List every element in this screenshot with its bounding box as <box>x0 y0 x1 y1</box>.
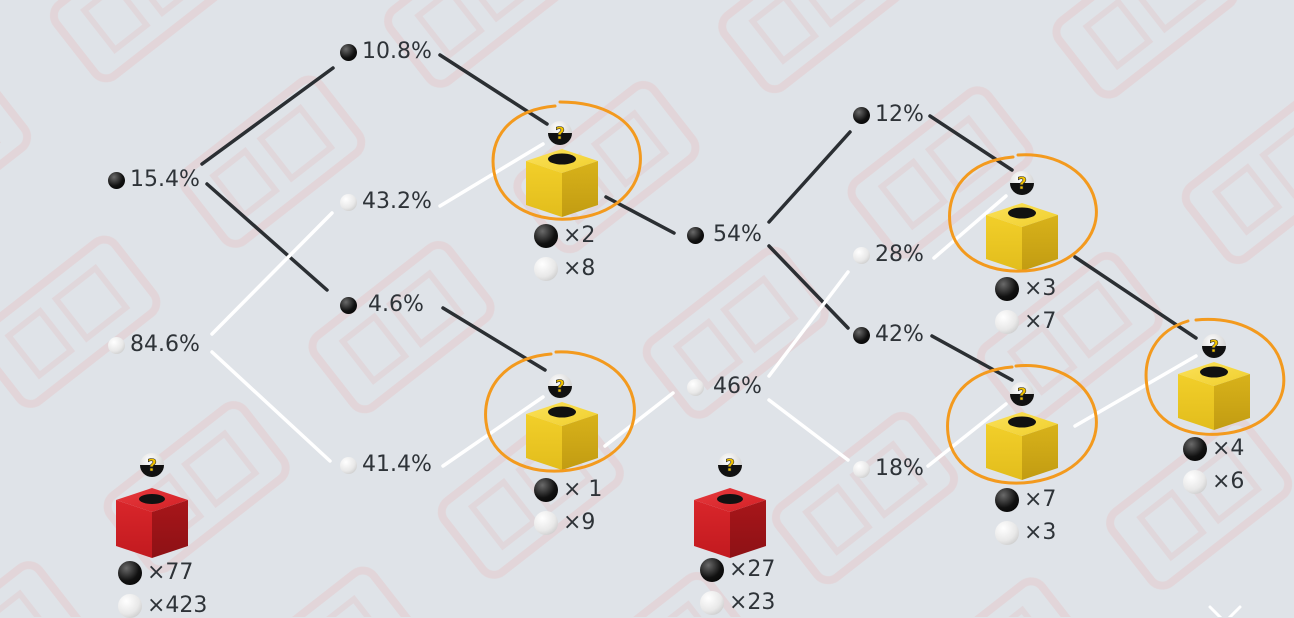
edge-84.6-to-43.2 <box>210 211 334 336</box>
edge-4.6-to-boxB <box>441 306 547 372</box>
question-ball-icon <box>1201 333 1227 359</box>
yellow-box-d <box>986 381 1058 480</box>
edge-54-to-12 <box>767 130 852 224</box>
edge-42-to-boxD <box>930 334 1014 382</box>
highlight-circle-a <box>491 100 642 221</box>
yellow-box-b <box>526 373 598 470</box>
edge-46-to-28 <box>767 270 850 378</box>
question-ball-icon <box>139 452 165 478</box>
yellow-box-a <box>526 120 598 217</box>
tree2-edges <box>603 114 1198 468</box>
question-ball-icon <box>1009 170 1035 196</box>
highlight-circle-e <box>1144 317 1286 436</box>
edge-boxD-to-boxE <box>1073 354 1198 428</box>
tree1-edges <box>200 53 549 468</box>
highlight-circle-b <box>484 350 636 473</box>
edge-15.4-to-4.6 <box>205 182 329 292</box>
edge-10.8-to-boxA <box>438 53 549 126</box>
highlight-circles <box>484 100 1286 485</box>
edge-84.6-to-41.4 <box>210 350 332 463</box>
edge-18-to-boxD <box>926 402 1008 468</box>
edge-54-to-42 <box>767 244 850 330</box>
edge-46-to-18 <box>767 398 850 462</box>
highlight-circle-c <box>948 153 1098 273</box>
red-box-tree2 <box>694 452 766 558</box>
edge-12-to-boxC <box>928 114 1014 172</box>
question-ball-icon <box>547 120 573 146</box>
yellow-box-c <box>986 170 1058 271</box>
close-icon[interactable] <box>1208 605 1242 617</box>
question-ball-icon <box>1009 381 1035 407</box>
question-ball-icon <box>717 452 743 478</box>
red-box-tree1 <box>116 452 188 558</box>
edge-root-to-15.4 <box>200 66 335 166</box>
edge-41.4-to-boxB <box>441 395 545 468</box>
edge-43.2-to-boxA <box>438 142 545 208</box>
edge-28-to-boxC <box>932 194 1008 260</box>
question-ball-icon <box>547 373 573 399</box>
yellow-box-e <box>1178 333 1250 430</box>
edge-boxB-to-46 <box>603 391 675 448</box>
highlight-circle-d <box>946 364 1098 485</box>
